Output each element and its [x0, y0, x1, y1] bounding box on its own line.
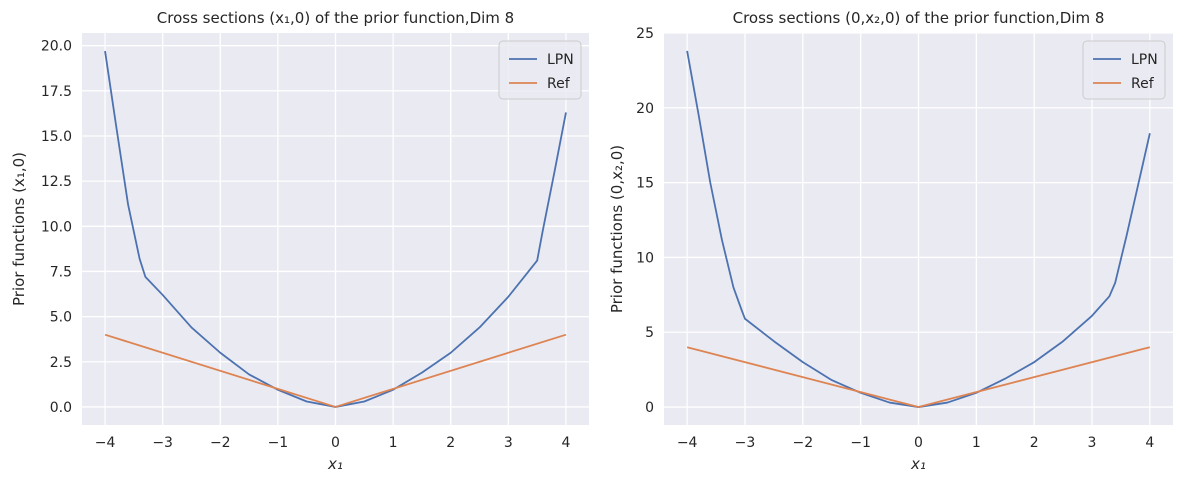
legend-label-lpn: LPN	[547, 52, 574, 68]
legend-label-lpn: LPN	[1131, 52, 1158, 68]
x-tick-label: −4	[677, 435, 698, 451]
legend: LPN Ref	[1082, 40, 1166, 100]
x-tick-label: −3	[152, 435, 173, 451]
x-tick-label: 1	[389, 435, 398, 451]
y-axis-label: Prior functions (0,x₂,0)	[608, 145, 626, 313]
series-line-lpn	[686, 50, 1151, 408]
x-tick-label: 1	[972, 435, 981, 451]
x-axis-label: x₁	[327, 455, 343, 473]
y-tick-label: 20	[636, 101, 654, 117]
legend-label-ref: Ref	[1131, 76, 1155, 92]
x-tick-label: 0	[331, 435, 340, 451]
chart-panel-1: −4 −3 −2 −1 0 1 2 3 4 0.0 2.5 5.0 7.5 10.0 12.5 15.0 17.…	[10, 9, 589, 473]
chart-title: Cross sections (x₁,0) of the prior funct…	[157, 9, 514, 27]
y-axis-label: Prior functions (x₁,0)	[10, 152, 28, 306]
x-tick-label: −4	[95, 435, 116, 451]
x-tick-label: −1	[268, 435, 289, 451]
x-tick-label: 3	[504, 435, 513, 451]
x-tick-label: 4	[561, 435, 570, 451]
legend-label-ref: Ref	[547, 76, 571, 92]
y-tick-label: 5.0	[50, 310, 72, 326]
y-tick-label: 15	[636, 176, 654, 192]
x-tick-label: −3	[735, 435, 756, 451]
x-tick-label: 4	[1145, 435, 1154, 451]
x-tick-label: −1	[850, 435, 871, 451]
chart-title: Cross sections (0,x₂,0) of the prior fun…	[733, 9, 1105, 27]
y-tick-label: 15.0	[41, 129, 72, 145]
x-tick-label: 3	[1088, 435, 1097, 451]
series-line-ref	[104, 333, 567, 408]
y-tick-label: 12.5	[41, 174, 72, 190]
chart-panel-2: −4 −3 −2 −1 0 1 2 3 4 0 5 10 15 20 25 Cross sections (0…	[608, 9, 1173, 473]
y-tick-label: 20.0	[41, 39, 72, 55]
y-tick-label: 17.5	[41, 84, 72, 100]
y-tick-label: 0.0	[50, 400, 72, 416]
x-tick-label: −2	[792, 435, 813, 451]
x-tick-label: 2	[1030, 435, 1039, 451]
y-tick-label: 0	[645, 400, 654, 416]
y-tick-label: 2.5	[50, 355, 72, 371]
y-tick-label: 7.5	[50, 264, 72, 280]
series-line-ref	[686, 346, 1151, 408]
y-tick-label: 10	[636, 250, 654, 266]
y-tick-label: 25	[636, 26, 654, 42]
legend-box	[498, 40, 582, 100]
x-axis-label: x₁	[910, 455, 926, 473]
x-tick-label: 0	[914, 435, 923, 451]
y-tick-label: 10.0	[41, 219, 72, 235]
x-tick-label: −2	[210, 435, 231, 451]
y-tick-label: 5	[645, 325, 654, 341]
legend: LPN Ref	[498, 40, 582, 100]
x-tick-label: 2	[446, 435, 455, 451]
legend-box	[1082, 40, 1166, 100]
